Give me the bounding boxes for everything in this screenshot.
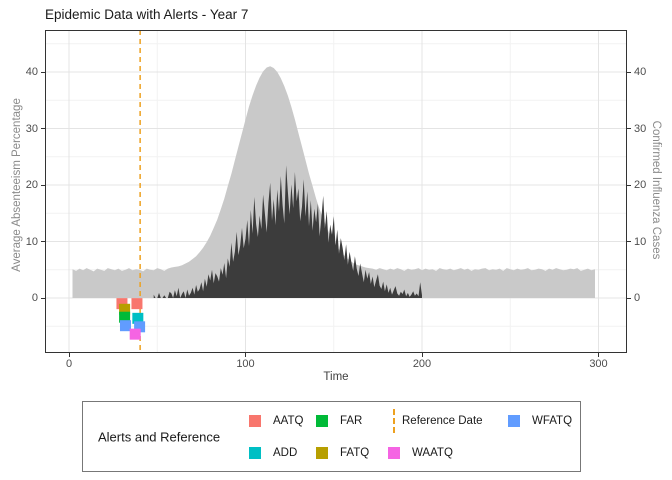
legend-entry-label: WAATQ <box>412 446 453 459</box>
y-tick-label-left: 20 <box>25 179 38 191</box>
y-tick-label-left: 0 <box>31 292 38 304</box>
alert-marker-aatq <box>131 298 143 310</box>
legend-color-swatch <box>508 414 520 427</box>
panel-border <box>45 30 627 353</box>
legend: Alerts and Reference AATQ ADD FAR FATQ Refer… <box>82 401 581 472</box>
legend-color-swatch <box>249 414 261 427</box>
legend-color-swatch <box>388 446 400 459</box>
x-tick-mark <box>245 353 246 357</box>
y-tick-label-right: 10 <box>634 235 647 248</box>
plot-canvas <box>45 30 627 353</box>
x-tick-mark <box>598 353 599 357</box>
alert-marker-add <box>132 312 144 324</box>
legend-entry-waatq: WAATQ <box>388 446 508 459</box>
legend-entry-reference-date: Reference Date <box>388 408 508 433</box>
y-tick-mark-left <box>41 71 45 73</box>
x-tick-mark <box>68 353 70 357</box>
legend-entry-far: FAR <box>316 414 388 427</box>
y-tick-mark-right <box>627 241 631 242</box>
y-tick-mark-left <box>41 128 45 129</box>
legend-entry-label: ADD <box>273 446 298 459</box>
alert-marker-wfatq <box>119 320 131 332</box>
alert-marker-aatq <box>116 298 128 310</box>
legend-entry-label: Reference Date <box>402 414 483 427</box>
alert-marker-wfatq <box>134 321 146 333</box>
y-tick-mark-right <box>627 184 631 186</box>
influenza-area <box>153 165 422 298</box>
legend-entry-label: AATQ <box>273 414 304 427</box>
legend-dashed-line-symbol <box>393 408 397 433</box>
y-tick-mark-right <box>627 71 631 73</box>
y-tick-mark-left <box>41 241 45 242</box>
y-tick-label-right: 40 <box>634 66 647 78</box>
alert-marker-waatq <box>129 328 141 340</box>
alert-marker-fatq <box>119 303 131 315</box>
legend-entry-label: FAR <box>340 414 363 427</box>
x-tick-label: 300 <box>589 358 608 370</box>
y-tick-mark-left <box>41 184 45 186</box>
y-tick-label-right: 0 <box>634 292 641 304</box>
x-tick-label: 0 <box>65 358 73 370</box>
y-tick-label-left: 30 <box>25 122 38 135</box>
y-tick-mark-right <box>627 297 631 299</box>
plot-panel <box>45 30 627 353</box>
legend-title: Alerts and Reference <box>98 429 221 444</box>
y-tick-label-left: 10 <box>25 235 38 248</box>
y-tick-mark-right <box>627 128 631 129</box>
legend-entry-wfatq: WFATQ <box>508 414 573 427</box>
legend-entries: AATQ ADD FAR FATQ Reference Date WAATQ WFATQ <box>249 402 572 471</box>
y-tick-label-left: 40 <box>25 66 38 78</box>
legend-entry-fatq: FATQ <box>316 446 388 459</box>
legend-color-swatch <box>249 446 261 459</box>
alert-marker-far <box>119 311 131 323</box>
x-tick-mark <box>421 353 423 357</box>
legend-entry-aatq: AATQ <box>249 414 316 427</box>
y-tick-mark-left <box>41 297 45 299</box>
legend-entry-label: FATQ <box>340 446 370 459</box>
legend-color-swatch <box>316 446 328 459</box>
legend-entry-add: ADD <box>249 446 316 459</box>
x-axis-title: Time <box>323 371 349 383</box>
legend-entry-label: WFATQ <box>532 414 573 427</box>
x-tick-label: 100 <box>236 358 255 370</box>
legend-color-swatch <box>316 414 328 427</box>
x-tick-label: 200 <box>412 358 432 370</box>
y-tick-label-right: 30 <box>634 122 647 135</box>
chart-title: Epidemic Data with Alerts - Year 7 <box>45 7 249 22</box>
y-tick-label-right: 20 <box>634 179 647 191</box>
